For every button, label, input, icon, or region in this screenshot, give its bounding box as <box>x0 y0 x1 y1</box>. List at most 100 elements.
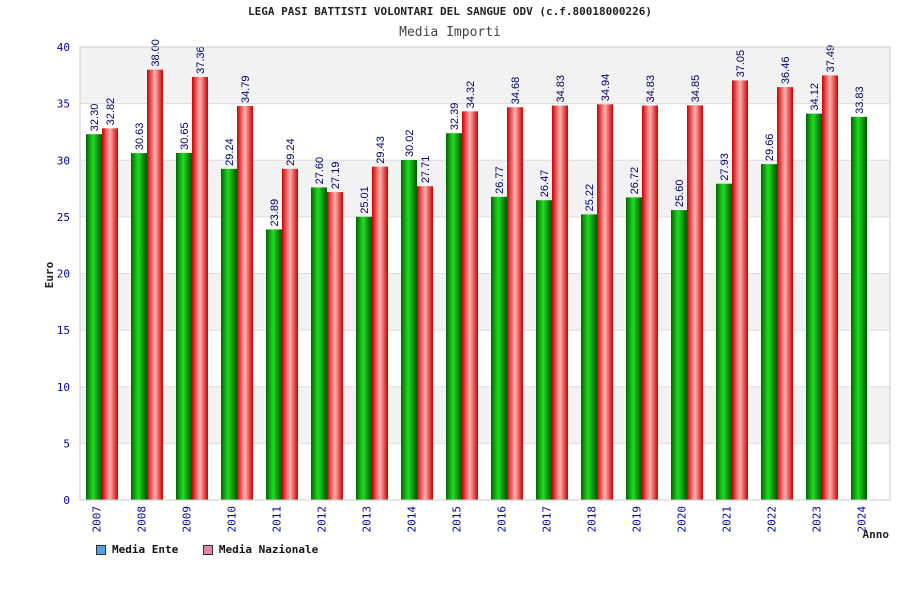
data-label: 30.63 <box>134 123 146 151</box>
bar-media-ente-2021 <box>716 183 732 500</box>
bar-media-nazionale-2016 <box>507 107 523 501</box>
x-tick-label: 2023 <box>811 506 824 533</box>
bar-media-nazionale-2019 <box>642 105 658 501</box>
bar-media-nazionale-2023 <box>822 75 838 500</box>
data-label: 33.83 <box>854 86 866 114</box>
data-label: 37.36 <box>195 46 207 74</box>
chart-subtitle: Media Importi <box>399 25 501 40</box>
legend-item-media-ente: Media Ente <box>96 543 178 556</box>
y-tick-label: 20 <box>57 268 70 281</box>
data-label: 30.65 <box>179 122 191 150</box>
data-label: 29.24 <box>285 138 297 166</box>
data-label: 29.66 <box>764 134 776 162</box>
data-label: 37.49 <box>825 45 837 73</box>
bar-media-nazionale-2013 <box>372 166 388 500</box>
bar-media-nazionale-2015 <box>462 111 478 501</box>
legend-swatch-media-nazionale <box>202 544 213 555</box>
data-label: 34.85 <box>690 75 702 103</box>
data-label: 32.82 <box>105 98 117 126</box>
data-label: 30.02 <box>404 129 416 157</box>
data-label: 26.72 <box>629 167 641 195</box>
x-tick-label: 2013 <box>361 506 374 533</box>
y-tick-label: 35 <box>57 98 70 111</box>
y-tick-label: 5 <box>63 437 70 450</box>
bar-media-ente-2024 <box>851 116 867 501</box>
bar-media-ente-2019 <box>626 197 642 500</box>
bar-media-ente-2015 <box>446 133 462 501</box>
y-tick-label: 10 <box>57 381 70 394</box>
data-label: 26.47 <box>539 170 551 198</box>
bar-media-ente-2010 <box>221 168 237 500</box>
bar-media-ente-2007 <box>86 134 102 500</box>
bar-media-ente-2009 <box>176 152 192 501</box>
bar-media-nazionale-2014 <box>417 186 433 500</box>
x-tick-label: 2017 <box>541 506 554 533</box>
data-label: 25.01 <box>359 186 371 214</box>
data-label: 37.05 <box>735 50 747 78</box>
data-label: 34.83 <box>645 75 657 103</box>
legend-label-media-ente: Media Ente <box>112 543 179 556</box>
chart-title: LEGA PASI BATTISTI VOLONTARI DEL SANGUE … <box>248 5 652 18</box>
bar-media-ente-2016 <box>491 196 507 500</box>
data-label: 27.93 <box>719 153 731 181</box>
bar-media-nazionale-2011 <box>282 168 298 500</box>
data-label: 26.77 <box>494 166 506 194</box>
data-label: 34.83 <box>555 75 567 103</box>
bars: 32.30 32.82 30.63 38.00 30.65 37.36 29.24 34.79… <box>86 39 867 501</box>
bar-media-nazionale-2020 <box>687 105 703 500</box>
legend: Media Ente Media Nazionale <box>96 543 336 558</box>
x-tick-label: 2015 <box>451 506 464 533</box>
bar-media-ente-2011 <box>266 229 282 501</box>
bar-media-nazionale-2018 <box>597 104 613 500</box>
x-tick-label: 2019 <box>631 506 644 533</box>
data-label: 32.39 <box>449 103 461 131</box>
x-tick-label: 2010 <box>226 506 239 533</box>
bar-media-nazionale-2021 <box>732 80 748 500</box>
data-label: 25.60 <box>674 180 686 208</box>
y-tick-label: 15 <box>57 324 70 337</box>
bar-media-nazionale-2017 <box>552 105 568 501</box>
legend-swatch-media-ente <box>96 544 106 555</box>
bar-media-ente-2013 <box>356 216 372 500</box>
x-tick-label: 2024 <box>856 506 869 533</box>
data-label: 27.19 <box>330 162 342 190</box>
grid-band <box>80 160 890 217</box>
data-label: 34.94 <box>600 74 612 102</box>
bar-media-ente-2022 <box>761 164 777 500</box>
data-label: 34.12 <box>809 83 821 111</box>
bar-media-ente-2017 <box>536 200 552 501</box>
legend-item-media-nazionale: Media Nazionale <box>202 543 318 556</box>
data-label: 34.32 <box>465 81 477 109</box>
axes: 0 5 10 15 20 25 30 35 40 2007 2008 2009 2010 2011 2012… <box>57 41 891 533</box>
bar-media-nazionale-2010 <box>237 106 253 501</box>
bar-media-ente-2014 <box>401 160 417 500</box>
grid-bands <box>80 47 890 444</box>
bar-media-ente-2020 <box>671 210 687 500</box>
grid-band <box>80 273 890 331</box>
x-tick-label: 2008 <box>136 506 149 533</box>
data-label: 27.60 <box>314 157 326 185</box>
x-tick-label: 2016 <box>496 506 509 533</box>
x-tick-label: 2021 <box>721 506 734 533</box>
data-label: 36.46 <box>780 57 792 85</box>
data-label: 23.89 <box>269 199 281 227</box>
y-axis-label: Euro <box>43 261 56 288</box>
bar-media-ente-2023 <box>806 113 822 500</box>
bar-media-nazionale-2022 <box>777 87 793 500</box>
x-tick-label: 2012 <box>316 506 329 533</box>
bar-media-ente-2008 <box>131 153 147 501</box>
x-tick-label: 2018 <box>586 506 599 533</box>
bar-media-nazionale-2009 <box>192 76 208 500</box>
x-tick-label: 2011 <box>271 506 284 533</box>
data-label: 32.30 <box>89 104 101 132</box>
y-tick-label: 25 <box>57 211 70 224</box>
data-label: 34.68 <box>510 77 522 105</box>
grid-band <box>80 47 890 104</box>
data-label: 34.79 <box>240 75 252 103</box>
y-tick-label: 30 <box>57 154 70 167</box>
bar-media-nazionale-2007 <box>102 128 118 500</box>
x-tick-label: 2014 <box>406 506 419 533</box>
data-label: 29.24 <box>224 138 236 166</box>
x-axis-label: Anno <box>863 528 890 541</box>
